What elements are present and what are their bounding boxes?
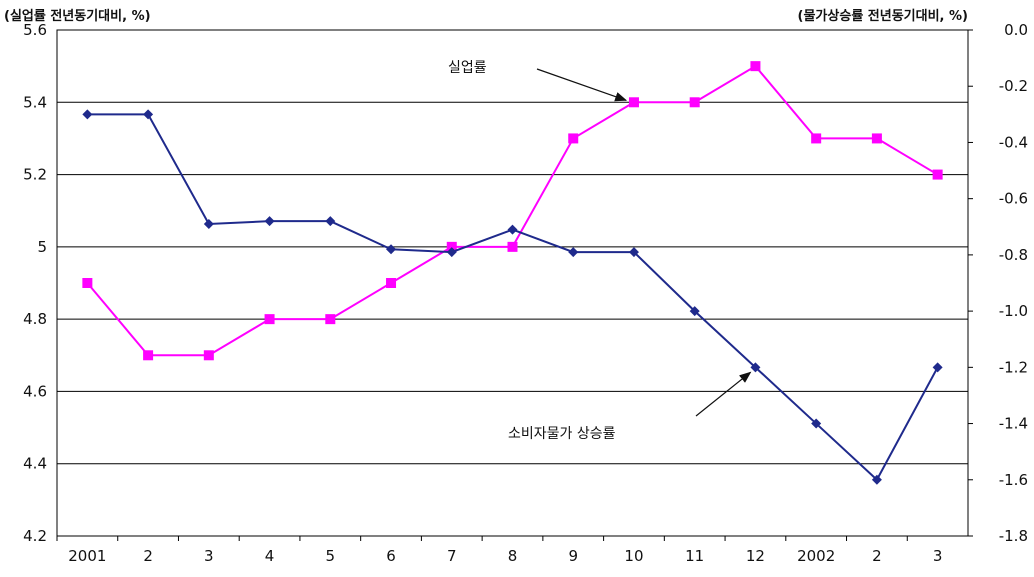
series-line: [86, 64, 939, 357]
data-point: [203, 350, 214, 361]
data-point: [446, 247, 457, 258]
right-tick-label: -1.8: [999, 527, 1028, 545]
data-point: [689, 97, 700, 108]
x-tick-label: 3: [204, 547, 214, 565]
x-tick-label: 4: [265, 547, 275, 565]
data-point: [811, 418, 822, 429]
data-point: [325, 216, 336, 227]
left-tick-label: 4.8: [23, 310, 47, 328]
right-tick-label: -1.2: [999, 358, 1028, 376]
data-point: [871, 133, 882, 144]
data-point: [82, 109, 93, 120]
x-tick-label: 2001: [68, 547, 106, 565]
left-axis-ticks: 4.2 4.4 4.6 4.8 5 5.2 5.4 5.6: [23, 21, 47, 545]
left-tick-label: 4.4: [23, 455, 47, 473]
right-tick-label: -1.0: [999, 302, 1028, 320]
data-point: [507, 241, 518, 252]
gridlines: [57, 101, 968, 465]
data-point: [750, 362, 761, 373]
x-tick-label: 2: [872, 547, 882, 565]
data-point: [689, 306, 700, 317]
data-point: [568, 247, 579, 258]
x-tick-label: 7: [447, 547, 457, 565]
data-point: [932, 362, 943, 373]
left-tick-label: 5.4: [23, 93, 47, 111]
x-tick-label: 2: [143, 547, 153, 565]
left-tick-label: 4.2: [23, 527, 47, 545]
data-point: [628, 247, 639, 258]
data-point: [203, 218, 214, 229]
right-tick-label: -1.4: [999, 415, 1028, 433]
data-point: [871, 474, 882, 485]
left-tick-label: 5.6: [23, 21, 47, 39]
x-tick-label: 6: [386, 547, 396, 565]
data-point: [628, 97, 639, 108]
data-point: [386, 244, 397, 255]
right-axis-title: (물가상승률 전년동기대비, %): [798, 8, 968, 24]
x-tick-label: 2002: [797, 547, 835, 565]
right-tick-label: 0.0: [1004, 21, 1028, 39]
right-axis-ticks: -1.8 -1.6 -1.4 -1.2 -1.0 -0.8 -0.6 -0.4 -0.2 0.0: [968, 21, 1028, 545]
data-point: [568, 133, 579, 144]
annotation-arrow: [695, 371, 752, 417]
data-point: [82, 278, 93, 288]
right-tick-label: -1.6: [999, 471, 1028, 489]
right-tick-label: -0.8: [999, 246, 1028, 264]
series-group: [82, 61, 943, 485]
data-point: [143, 109, 154, 120]
data-point: [264, 216, 275, 227]
left-tick-label: 5: [37, 238, 47, 256]
x-tick-label: 9: [568, 547, 578, 565]
x-tick-label: 12: [746, 547, 765, 565]
annotation-label: 실업률: [448, 60, 487, 76]
x-tick-label: 11: [685, 547, 704, 565]
x-tick-label: 5: [326, 547, 336, 565]
data-point: [750, 61, 761, 72]
annotation-arrow: [536, 68, 628, 102]
series-line: [87, 113, 939, 482]
left-tick-label: 4.6: [23, 382, 47, 400]
x-tick-label: 3: [933, 547, 943, 565]
data-point: [507, 224, 518, 235]
right-tick-label: -0.6: [999, 190, 1028, 208]
data-point: [932, 169, 943, 180]
x-axis-ticks: 2001 2 3 4 5 6 7 8 9 10 11 12 2002 2 3: [56, 536, 943, 565]
data-point: [446, 241, 457, 252]
x-tick-label: 10: [624, 547, 643, 565]
annotation-label: 소비자물가 상승률: [508, 426, 616, 442]
left-tick-label: 5.2: [23, 166, 47, 184]
data-point: [264, 314, 275, 325]
right-tick-label: -0.4: [999, 133, 1028, 151]
left-axis-title: (실업률 전년동기대비, %): [4, 8, 151, 24]
data-point: [386, 278, 397, 288]
right-tick-label: -0.2: [999, 77, 1028, 95]
data-point: [811, 133, 822, 144]
plot-area-border: [56, 29, 969, 537]
data-point: [325, 314, 336, 325]
x-tick-label: 8: [508, 547, 518, 565]
data-point: [143, 350, 154, 361]
